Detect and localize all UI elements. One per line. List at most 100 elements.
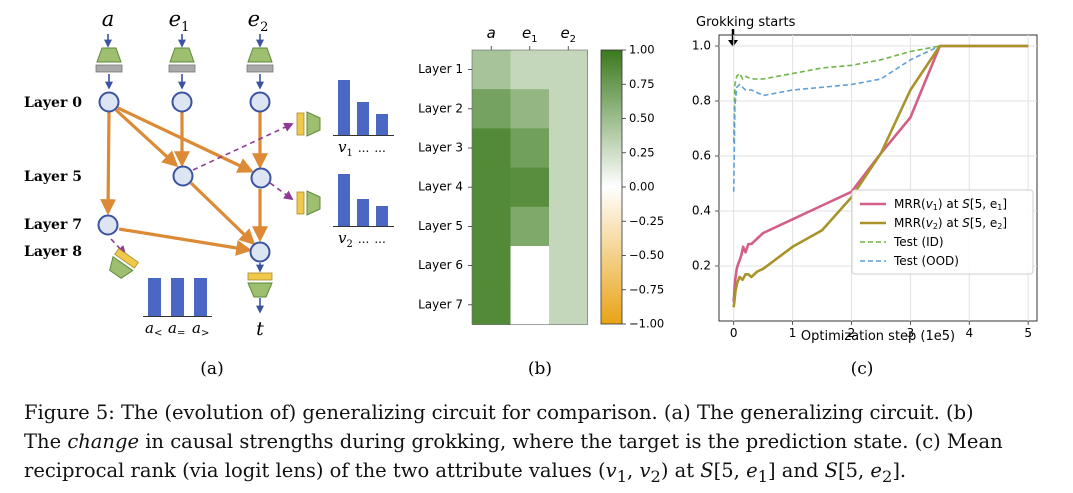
edge-e1-5-out (189, 181, 256, 246)
node-output (249, 241, 271, 263)
input-arrows (104, 34, 264, 48)
heatmap-cell-layer7-e1 (510, 285, 550, 325)
y-tick-label: 0.6 (692, 149, 711, 163)
heatmap-row-label: Layer 3 (418, 141, 463, 155)
layer-label-7: Layer 7 (24, 217, 82, 233)
colorbar-tick-label: −1.00 (629, 317, 664, 331)
colorbar-tick-label: 0.75 (629, 77, 655, 91)
node-e2-layer5 (250, 167, 272, 189)
x-tick-label: 5 (1024, 326, 1032, 340)
heatmap-cell-layer4-a (472, 167, 511, 208)
layer-label-8: Layer 8 (24, 244, 82, 260)
heatmap-cell-layer1-a (472, 50, 511, 90)
heatmap-column-label: a (487, 24, 496, 42)
heatmap-column-label: e2 (560, 24, 576, 45)
decoder-v1 (296, 111, 321, 137)
input-label-a: a (102, 7, 115, 31)
node-e1-layer5 (172, 165, 194, 187)
y-tick-label: 0.4 (692, 204, 711, 218)
plot-ticks: 0 1 2 3 4 5 0.2 0.4 0.6 0.8 1.0 (692, 39, 1032, 341)
hist-v2-bar-3 (376, 206, 388, 226)
dashed-a7-to-decoder (110, 238, 127, 256)
logit-lens-edges (110, 122, 294, 256)
colorbar (600, 49, 623, 325)
legend-box (851, 189, 1034, 275)
heatmap-cell-layer7-a (472, 285, 511, 325)
x-tick-label: 2 (848, 326, 856, 340)
circuit-edges (100, 106, 268, 256)
heatmap-cell-layer5-e1 (510, 206, 550, 247)
y-tick-label: 0.8 (692, 94, 711, 108)
series-line-2 (732, 44, 1029, 308)
panel-b-heatmap: Layer 1 Layer 2 Layer 3 Layer 4 Layer 5 Layer… (418, 24, 664, 379)
layer-label-0: Layer 0 (24, 95, 82, 111)
panel-a-circuit: a e1 e2 Layer 0 Layer 5 Lay (24, 7, 394, 379)
plot-series (732, 44, 1029, 308)
legend: MRR(v1) at S[5, e1] MRR(v2) at S[5, e2] Te… (851, 189, 1034, 275)
caption-line-1: Figure 5: The (evolution of) generalizin… (24, 401, 974, 424)
heatmap-cell-layer5-e2 (549, 206, 588, 247)
panel-b-tag: (b) (528, 359, 552, 379)
legend-entry: Test (OOD) (893, 254, 959, 268)
colorbar-tick-label: 0.25 (629, 145, 655, 159)
legend-entry: MRR(v1) at S[5, e1] (894, 197, 1007, 212)
hist-comparison-label-equal: a= (168, 319, 185, 339)
colorbar-tick-label: −0.50 (629, 248, 664, 262)
hist-v2-bar-2 (357, 199, 369, 226)
hist-equal-bar (171, 278, 184, 316)
heatmap-row-label: Layer 7 (418, 297, 463, 311)
x-tick-label: 4 (965, 326, 973, 340)
heatmap-cell-layer1-e2 (549, 50, 588, 90)
node-e2-layer0 (249, 91, 271, 113)
dashed-e2-5-to-decoder-v2 (269, 182, 294, 201)
x-tick-label: 0 (730, 326, 738, 340)
edge-a0-e2-5 (117, 106, 254, 173)
heatmap-cell-layer4-e2 (549, 167, 588, 208)
hist-v1-bar-2 (357, 102, 369, 135)
x-tick-label: 1 (789, 326, 797, 340)
heatmap-row-label: Layer 2 (418, 101, 463, 115)
edge-a0-a7 (100, 111, 117, 216)
panel-c-line-chart: Grokking starts 0 1 2 3 4 5 0.2 0.4 0.6 0.8 1.0 Op… (692, 15, 1038, 379)
edge-a7-out (118, 227, 253, 256)
panel-a-tag: (a) (200, 359, 223, 379)
node-e1-layer0 (171, 91, 193, 113)
legend-entry: MRR(v2) at S[5, e2] (894, 216, 1007, 231)
circuit-nodes (97, 91, 272, 263)
hist-v2-bar-1 (338, 174, 350, 226)
encoder-to-node-arrows (105, 74, 264, 90)
y-tick-label: 1.0 (692, 39, 711, 53)
caption-line-2: The change in causal strengths during gr… (24, 430, 1003, 453)
encoder-a (95, 47, 123, 73)
decoder-v2 (296, 190, 321, 216)
node-a-layer7 (97, 214, 119, 236)
hist-comparison-label-less: a< (145, 319, 162, 339)
heatmap-cell-layer3-a (472, 128, 511, 169)
heatmap-cells (471, 49, 588, 325)
heatmap-row-label: Layer 4 (418, 180, 463, 194)
series-line-3 (732, 45, 1029, 143)
heatmap-cell-layer2-e2 (549, 89, 588, 129)
x-tick-label: 3 (907, 326, 915, 340)
heatmap-cell-layer6-e2 (549, 246, 588, 286)
heatmap-cell-layer7-e2 (549, 285, 588, 325)
panel-c-tag: (c) (851, 359, 874, 379)
hist-v2-label: v2...... (338, 229, 386, 250)
heatmap-column-labels: a e1 e2 (487, 24, 576, 50)
node-a-layer0 (98, 91, 120, 113)
heatmap-row-label: Layer 5 (418, 219, 463, 233)
x-axis-label: Optimization step (1e5) (801, 329, 955, 344)
histogram-v1: v1...... (333, 80, 394, 159)
edge-a0-e1-5 (114, 108, 179, 168)
heatmap-cell-layer6-e1 (510, 246, 550, 286)
heatmap-column-label: e1 (522, 24, 538, 45)
figure-caption: Figure 5: The (evolution of) generalizin… (24, 398, 1056, 491)
encoder-e2 (246, 47, 274, 73)
heatmap-row-label: Layer 1 (418, 62, 463, 76)
heatmap-cell-layer3-e1 (510, 128, 550, 169)
layer-label-5: Layer 5 (24, 169, 82, 185)
heatmap-cell-layer2-a (472, 89, 511, 129)
decoder-output (247, 263, 273, 314)
colorbar-tick-label: 0.50 (629, 111, 655, 125)
hist-v1-label: v1...... (338, 138, 386, 159)
